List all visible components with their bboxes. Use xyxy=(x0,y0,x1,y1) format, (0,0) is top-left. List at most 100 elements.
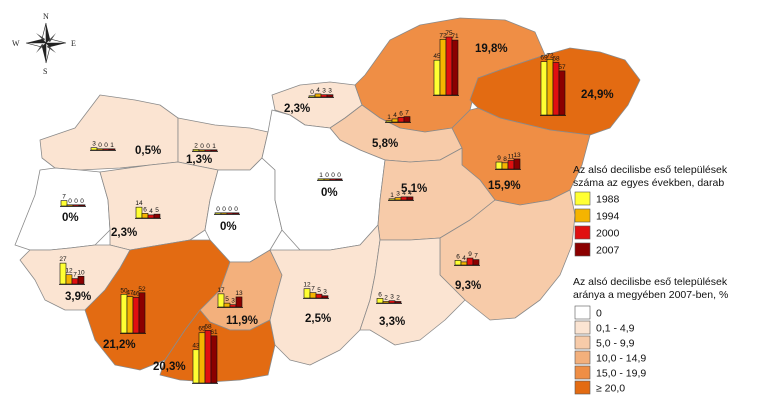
bar-value-baranya-1994: 65 xyxy=(198,326,206,333)
bar-value-tolna-1994: 5 xyxy=(225,296,229,303)
bar-value-csongrad-2007: 2 xyxy=(396,294,400,301)
bar-value-somogy-1994: 47 xyxy=(126,290,134,297)
bar-jasz-nagykun-szolnok-2007 xyxy=(406,196,414,201)
bar-chart-veszprem: 146 4 5 xyxy=(135,200,161,219)
bar-value-nograd-2007: 3 xyxy=(328,88,332,95)
bar-bekes-1988 xyxy=(454,260,462,266)
bar-value-komarom-esztergom-2000: 0 xyxy=(206,143,210,150)
bar-veszprem-1988 xyxy=(135,206,143,219)
bar-value-nograd-1994: 4 xyxy=(316,87,320,94)
bar-komarom-esztergom-1988 xyxy=(192,149,200,152)
legend-share-title-line1: Az alsó decilisbe eső települések xyxy=(573,276,728,288)
legend-class-label-0: 0 xyxy=(596,308,602,320)
legend-class-label-3: 10,0 - 14,9 xyxy=(596,353,646,365)
bar-somogy-1988 xyxy=(120,294,128,334)
compass-south-label: S xyxy=(43,67,47,76)
bar-value-zala-1988: 27 xyxy=(59,256,67,263)
bar-heves-1994 xyxy=(391,118,399,123)
bar-value-gyor-moson-sopron-2000: 0 xyxy=(104,142,108,149)
legend-swatch-2000 xyxy=(574,225,591,240)
bar-value-zala-2007: 10 xyxy=(77,269,85,276)
bar-value-nograd-1988: 0 xyxy=(310,89,314,96)
county-pct-bekes: 9,3% xyxy=(455,280,481,292)
compass-north-label: N xyxy=(43,12,49,21)
bar-bekes-1994 xyxy=(460,261,468,266)
bar-value-vas-1994: 0 xyxy=(68,198,72,205)
legend-class-swatch-1 xyxy=(574,320,591,335)
bar-chart-vas: 70 0 0 xyxy=(60,194,86,207)
bar-baranya-2007 xyxy=(210,335,218,384)
bar-heves-2007 xyxy=(403,116,411,123)
bar-value-borsod-abauj-zemplen-1994: 72 xyxy=(439,32,447,39)
bar-value-somogy-1988: 50 xyxy=(120,287,128,294)
bar-chart-zala: 27 127 10 xyxy=(59,256,85,285)
bar-hajdu-bihar-1988 xyxy=(495,161,503,170)
bar-nograd-1994 xyxy=(314,93,322,98)
county-pct-heves: 5,8% xyxy=(372,138,398,150)
bar-value-hajdu-bihar-1994: 8 xyxy=(503,156,507,163)
county-pct-szabolcs-szatmar-bereg: 24,9% xyxy=(581,89,614,101)
bar-zala-1988 xyxy=(59,262,67,285)
bar-value-somogy-2007: 52 xyxy=(138,286,146,293)
bar-bacs-kiskun-1988 xyxy=(303,288,311,299)
legend-class-swatch-4 xyxy=(574,365,591,380)
bar-pest-1988 xyxy=(317,178,325,181)
bar-veszprem-2007 xyxy=(153,213,161,219)
bar-csongrad-1994 xyxy=(382,301,390,304)
county-csongrad xyxy=(359,237,466,346)
bar-pest-2007 xyxy=(335,178,343,181)
bar-value-bekes-2007: 7 xyxy=(474,253,478,260)
bar-value-vas-2007: 0 xyxy=(80,198,84,205)
bar-chart-tolna: 175 313 xyxy=(217,287,243,308)
bar-hajdu-bihar-2007 xyxy=(513,158,521,170)
county-pct-csongrad: 3,3% xyxy=(379,316,405,328)
bar-value-gyor-moson-sopron-2007: 1 xyxy=(110,142,114,149)
percentage-labels: 0,5%1,3%2,3%19,8%24,9%5,8%15,9%0%2,3% 0%0… xyxy=(62,43,614,373)
bar-value-bekes-1988: 6 xyxy=(456,253,460,260)
bar-value-fejer-2000: 0 xyxy=(228,206,232,213)
legend-bars-title-line1: Az alsó decilisbe eső települések xyxy=(573,164,728,176)
bar-szabolcs-szatmar-bereg-1988 xyxy=(540,61,548,116)
bar-baranya-1994 xyxy=(198,332,206,384)
county-pct-baranya: 20,3% xyxy=(153,361,186,373)
bar-value-fejer-2007: 0 xyxy=(234,206,238,213)
bar-value-jasz-nagykun-szolnok-2007: 4 xyxy=(408,190,412,197)
bar-heves-2000 xyxy=(397,117,405,123)
county-pct-somogy: 21,2% xyxy=(103,339,136,351)
bar-szabolcs-szatmar-bereg-2007 xyxy=(558,70,566,116)
bar-value-zala-1994: 12 xyxy=(65,268,73,275)
county-pct-nograd: 2,3% xyxy=(284,103,310,115)
bar-value-baranya-1988: 43 xyxy=(192,343,200,350)
bar-value-szabolcs-szatmar-bereg-2000: 68 xyxy=(552,55,560,62)
legend-swatch-1994 xyxy=(574,208,591,223)
bar-fejer-2000 xyxy=(226,212,234,215)
bar-komarom-esztergom-2000 xyxy=(204,149,212,152)
bar-csongrad-2007 xyxy=(394,301,402,304)
bar-value-jasz-nagykun-szolnok-2000: 4 xyxy=(402,190,406,197)
county-pct-borsod-abauj-zemplen: 19,8% xyxy=(475,43,508,55)
bar-value-hajdu-bihar-2000: 11 xyxy=(508,153,515,160)
legend-class-label-4: 15,0 - 19,9 xyxy=(596,368,646,380)
bar-gyor-moson-sopron-2007 xyxy=(108,148,116,151)
bar-value-baranya-2000: 68 xyxy=(204,323,212,330)
bar-bekes-2007 xyxy=(472,259,480,266)
bar-bekes-2000 xyxy=(466,257,474,266)
bar-value-szabolcs-szatmar-bereg-1994: 72 xyxy=(546,52,554,59)
bar-value-zala-2000: 7 xyxy=(73,272,77,279)
bar-borsod-abauj-zemplen-1988 xyxy=(433,59,441,96)
bar-value-somogy-2000: 46 xyxy=(132,290,140,297)
bar-somogy-2000 xyxy=(132,297,140,334)
county-pct-pest: 0% xyxy=(321,187,338,199)
county-gyor-moson-sopron xyxy=(39,94,179,171)
legend-bar-years: Az alsó decilisbe eső települések száma … xyxy=(573,164,728,257)
compass-rose-icon: N S E W xyxy=(12,12,76,76)
bar-value-heves-2007: 7 xyxy=(405,110,409,117)
bar-baranya-1988 xyxy=(192,349,200,384)
bar-chart-bacs-kiskun: 127 5 3 xyxy=(303,282,329,299)
